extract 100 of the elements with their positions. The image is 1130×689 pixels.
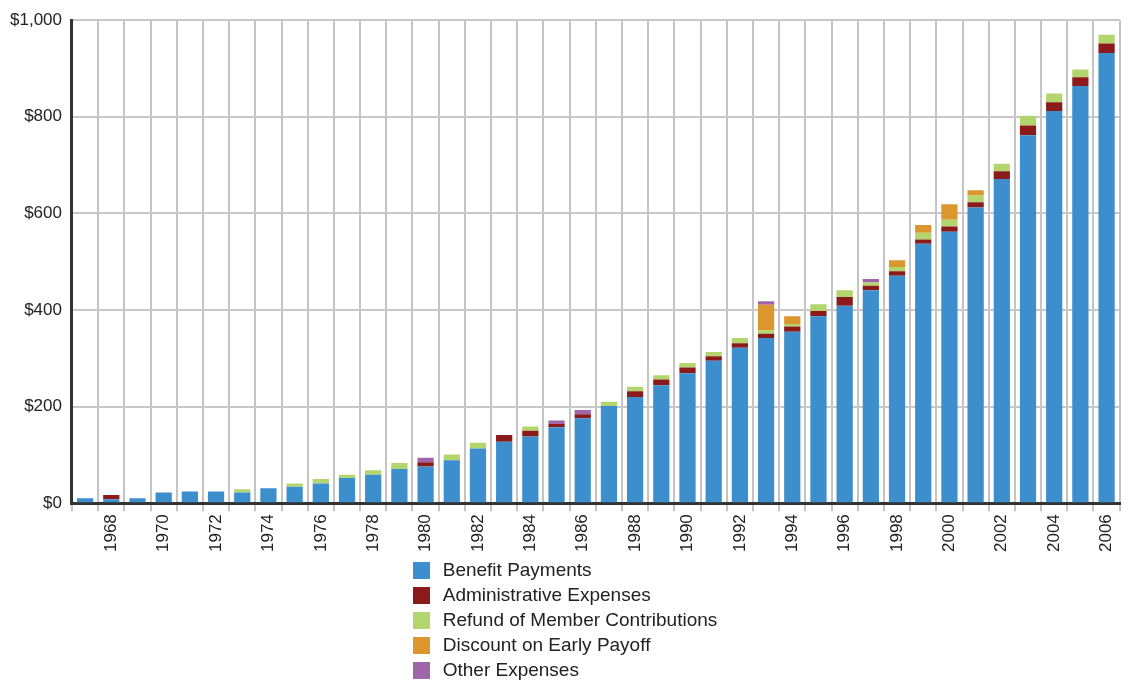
bar <box>365 470 382 475</box>
bar <box>862 290 879 503</box>
bar <box>888 271 906 276</box>
bar <box>757 304 775 331</box>
bar <box>1072 77 1089 86</box>
bar <box>1046 111 1063 503</box>
bar <box>993 171 1010 180</box>
x-tick-label: 1990 <box>677 514 697 553</box>
bar <box>1098 53 1115 503</box>
bar <box>967 195 984 203</box>
bar <box>627 391 644 397</box>
bar <box>941 231 958 503</box>
bar <box>784 316 801 324</box>
bar <box>312 479 329 484</box>
bar <box>181 491 198 503</box>
bar <box>496 441 513 503</box>
x-tick-label: 1994 <box>781 514 801 553</box>
bar <box>1098 43 1115 54</box>
bar <box>862 285 879 291</box>
bar <box>915 239 932 244</box>
x-tick-label: 2006 <box>1096 514 1116 553</box>
x-tick-label: 2000 <box>939 514 959 553</box>
bar <box>810 304 827 311</box>
legend-label: Administrative Expenses <box>442 584 651 606</box>
bar <box>496 435 513 442</box>
x-tick-label: 1998 <box>886 514 906 553</box>
legend-label: Other Expenses <box>442 659 579 681</box>
bar <box>1046 102 1063 111</box>
bar <box>1098 34 1115 44</box>
y-tick-label: $800 <box>24 106 62 126</box>
bar <box>915 224 932 233</box>
y-tick-label: $1,000 <box>10 9 62 29</box>
legend-label: Discount on Early Payoff <box>442 634 651 656</box>
bar <box>207 491 225 503</box>
bar <box>836 296 853 306</box>
y-tick-label: $400 <box>24 299 62 319</box>
bar <box>679 363 696 368</box>
x-tick-label: 1996 <box>834 514 854 553</box>
bar <box>1046 93 1063 103</box>
bar <box>810 316 827 503</box>
x-tick-label: 1968 <box>100 514 120 553</box>
legend-label: Benefit Payments <box>442 559 592 581</box>
bar <box>1019 115 1037 126</box>
bar <box>234 492 251 503</box>
bar <box>548 420 565 424</box>
x-tick-label: 2004 <box>1043 514 1063 553</box>
bar <box>391 468 408 503</box>
y-tick-label: $0 <box>43 492 62 512</box>
x-tick-label: 1978 <box>362 514 382 553</box>
bar <box>1072 85 1089 503</box>
bar <box>574 409 591 415</box>
x-tick-label: 1992 <box>729 514 749 553</box>
bar <box>627 386 644 392</box>
x-tick-label: 1982 <box>467 514 487 553</box>
bar <box>757 330 775 334</box>
bar <box>627 396 644 503</box>
bar <box>888 260 906 267</box>
bar <box>600 406 618 503</box>
x-tick-label: 1988 <box>624 514 644 553</box>
bar <box>417 466 434 503</box>
x-tick-label: 1984 <box>520 514 540 553</box>
bar <box>76 498 94 503</box>
bar <box>757 333 775 338</box>
bar <box>365 474 382 503</box>
bar <box>941 226 958 232</box>
y-tick-label: $200 <box>24 396 62 416</box>
bar <box>679 373 696 503</box>
bar <box>705 352 722 357</box>
bar <box>155 492 172 503</box>
bar <box>548 427 565 503</box>
bar <box>993 163 1010 172</box>
bar <box>967 207 984 503</box>
bar <box>705 356 722 361</box>
bar <box>784 326 801 332</box>
bar <box>574 414 591 419</box>
bar <box>705 360 722 503</box>
bar <box>679 367 696 374</box>
bar <box>103 494 120 500</box>
bar <box>888 275 906 503</box>
bar <box>548 423 565 428</box>
x-tick-label: 1976 <box>310 514 330 553</box>
x-tick-label: 1970 <box>153 514 173 553</box>
y-tick-label: $600 <box>24 203 62 223</box>
bar <box>338 478 356 503</box>
bar <box>941 204 958 220</box>
bar <box>941 219 958 227</box>
bar <box>417 462 434 467</box>
x-tick-label: 1972 <box>205 514 225 553</box>
bar <box>757 338 775 503</box>
bar <box>653 375 670 380</box>
bar <box>1019 135 1037 503</box>
bar <box>810 310 827 317</box>
x-tick-label: 1980 <box>415 514 435 553</box>
bar <box>522 426 539 431</box>
bar <box>443 454 460 461</box>
bar <box>1072 69 1089 78</box>
bar <box>967 202 984 208</box>
bar <box>888 267 906 272</box>
bar <box>1019 125 1037 136</box>
bar <box>522 430 539 437</box>
